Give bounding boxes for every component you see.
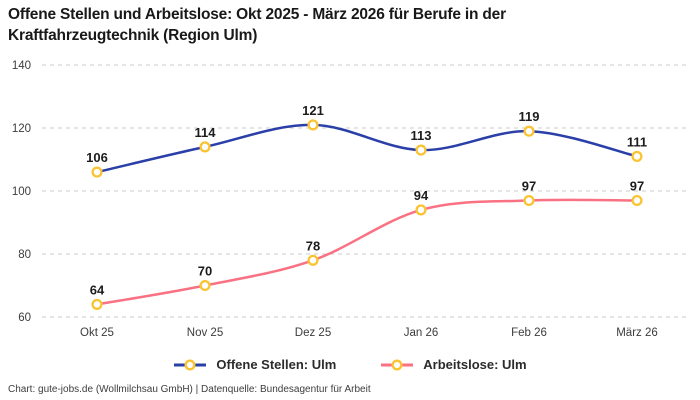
legend-item-arbeitslose: Arbeitslose: Ulm	[380, 357, 527, 372]
x-axis-tick-label: März 26	[616, 327, 658, 339]
y-axis-tick-label: 100	[12, 186, 31, 198]
data-point-marker[interactable]	[415, 204, 427, 216]
data-point-marker[interactable]	[199, 141, 211, 153]
data-point-marker[interactable]	[307, 254, 319, 266]
series-line-offene-stellen	[95, 123, 639, 174]
data-point-label: 114	[195, 125, 217, 140]
data-point-label: 64	[90, 282, 105, 297]
legend-swatch-blue-line-icon	[174, 358, 207, 371]
data-point-label: 94	[414, 188, 429, 203]
legend-marker-circle	[184, 358, 196, 371]
legend-item-offene-stellen: Offene Stellen: Ulm	[173, 357, 336, 372]
data-point-label: 97	[630, 179, 644, 194]
x-axis-tick-label: Dez 25	[295, 327, 331, 339]
legend-label-arbeitslose: Arbeitslose: Ulm	[423, 357, 527, 372]
data-point-label: 106	[86, 150, 108, 165]
x-axis-tick-label: Nov 25	[187, 327, 223, 339]
data-point-label: 70	[198, 264, 212, 279]
data-point-marker[interactable]	[631, 150, 643, 162]
data-point-label: 119	[519, 109, 540, 124]
data-point-marker[interactable]	[199, 279, 211, 292]
y-axis-tick-label: 60	[18, 312, 31, 324]
data-point-label: 111	[627, 134, 647, 149]
data-point-label: 97	[522, 179, 536, 194]
data-point-marker[interactable]	[91, 166, 103, 178]
data-point-marker[interactable]	[523, 125, 535, 137]
y-axis-tick-label: 120	[12, 123, 31, 135]
chart-title: Offene Stellen und Arbeitslose: Okt 2025…	[8, 6, 506, 45]
legend-swatch-pink-line-icon	[381, 358, 414, 371]
data-point-label: 121	[302, 103, 324, 118]
data-point-label: 113	[411, 128, 432, 143]
data-point-label: 78	[306, 238, 320, 253]
y-axis-tick-label: 140	[12, 60, 31, 72]
data-point-marker[interactable]	[307, 119, 319, 131]
data-point-marker[interactable]	[91, 298, 103, 310]
y-axis-tick-label: 80	[18, 249, 31, 261]
series-line-arbeitslose	[95, 198, 639, 306]
chart-legend: Offene Stellen: Ulm Arbeitslose: Ulm	[0, 357, 700, 372]
legend-label-offene-stellen: Offene Stellen: Ulm	[216, 357, 337, 372]
chart-source-attribution: Chart: gute-jobs.de (Wollmilchsau GmbH) …	[8, 384, 371, 395]
legend-marker-circle	[391, 358, 403, 371]
x-axis-tick-label: Okt 25	[80, 327, 114, 339]
x-axis-tick-label: Feb 26	[511, 327, 547, 339]
data-point-marker[interactable]	[523, 194, 535, 207]
x-axis-tick-label: Jan 26	[404, 327, 439, 339]
line-chart: 140 120 100 80 60 Okt 25 Nov 25 Dez 25 Jan 26 Feb…	[12, 60, 688, 339]
data-point-marker[interactable]	[631, 194, 643, 207]
data-point-marker[interactable]	[415, 144, 427, 156]
